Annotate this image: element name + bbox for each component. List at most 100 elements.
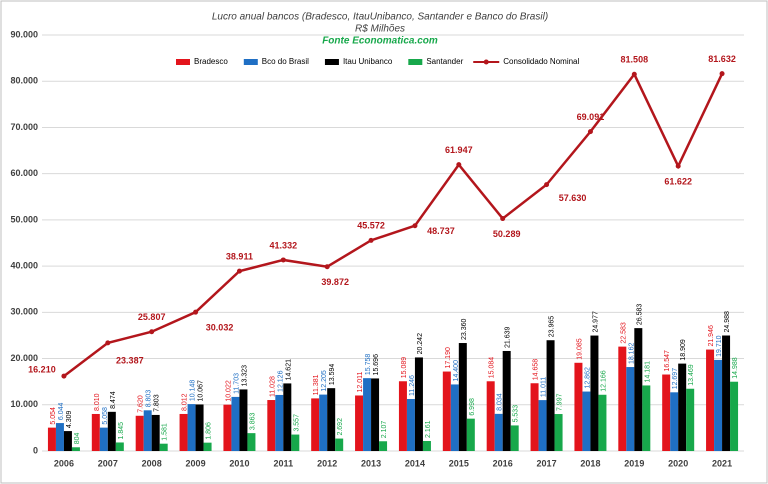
x-tick-label: 2016 [493,458,513,468]
x-tick-label: 2019 [624,458,644,468]
line-marker [368,237,374,243]
bar [618,346,627,451]
bar [143,410,152,451]
line-value-label: 81.632 [708,54,736,64]
bar [231,396,240,451]
bar-value-label: 14.658 [533,359,540,381]
line-value-label: 16.210 [28,364,56,374]
bar [327,388,336,451]
bar [422,441,431,451]
line [63,71,724,378]
bar-value-label: 13.323 [241,365,248,387]
bar-value-label: 14.621 [285,359,292,381]
bar-value-label: 8.474 [110,391,117,409]
x-tick-label: 2010 [229,458,249,468]
legend-label: Bco do Brasil [262,57,309,66]
bar [179,413,188,451]
y-tick-label: 90.000 [10,29,38,39]
x-tick-label: 2014 [405,458,425,468]
bar [730,381,739,451]
y-tick-label: 20.000 [10,353,38,363]
bar-value-label: 14.181 [644,361,651,383]
bar-value-label: 23.360 [461,319,468,341]
bar-value-label: 8.803 [146,390,153,408]
line-marker [456,162,462,168]
line-marker [631,71,637,77]
bar-value-label: 26.583 [636,304,643,326]
legend-swatch [176,59,190,65]
bar [71,447,80,451]
bar [239,389,248,451]
y-tick-label: 40.000 [10,260,38,270]
bar-value-label: 15.758 [365,354,372,376]
bar-value-label: 15.084 [489,357,496,379]
bar-value-label: 1.806 [206,422,213,440]
bar-value-label: 2.107 [381,421,388,439]
bar [223,404,232,451]
source-note: Fonte Economatica.com [322,36,438,47]
line-marker [280,257,286,263]
bar-value-label: 11.381 [313,374,320,395]
x-tick-label: 2015 [449,458,469,468]
legend-swatch [324,59,339,65]
line-value-label: 81.508 [621,55,649,65]
bar [670,392,679,451]
y-tick-label: 10.000 [10,399,38,409]
legend-label: Santander [426,57,463,66]
bar-value-label: 8.010 [94,393,101,411]
chart-title: Lucro anual bancos (Bradesco, ItauUniban… [212,12,548,23]
bar-value-label: 10.148 [190,380,197,402]
bar-value-label: 23.965 [549,316,556,338]
bar-value-label: 8.034 [497,393,504,411]
line-value-label: 38.911 [226,252,253,262]
y-tick-label: 30.000 [10,307,38,317]
bar [626,367,635,451]
bar [203,442,212,451]
y-tick-label: 80.000 [10,76,38,86]
x-tick-label: 2020 [668,458,688,468]
bar [355,395,364,451]
bar-value-label: 10.022 [225,380,232,402]
x-tick-label: 2012 [317,458,337,468]
bar [466,418,475,451]
bar [486,381,495,451]
bar-value-label: 12.011 [357,371,364,392]
bar-value-label: 22.583 [620,322,627,344]
bar [99,427,108,451]
bar-value-label: 13.469 [688,364,695,386]
bar [582,391,591,451]
bar [546,340,555,451]
bar [371,378,380,451]
bar [398,381,407,451]
bar-value-label: 7.997 [557,393,564,411]
bar-value-label: 17.190 [445,347,452,369]
bar [494,413,503,451]
bar-value-label: 7.620 [138,395,145,413]
bar [714,359,723,451]
bar-value-label: 8.012 [182,393,189,411]
bar [414,357,423,451]
x-tick-label: 2013 [361,458,381,468]
line-value-label: 57.630 [559,193,587,203]
line-marker [149,329,155,335]
bar-value-label: 15.696 [373,354,380,376]
x-tick-label: 2009 [186,458,206,468]
line-value-label: 25.807 [138,312,166,322]
line-marker [324,264,330,270]
x-tick-label: 2008 [142,458,162,468]
bar-value-label: 2.692 [337,418,344,436]
x-tick-label: 2007 [98,458,118,468]
bar-value-label: 20.242 [417,333,424,355]
bar [115,442,124,451]
bar [187,404,196,451]
line-value-label: 45.572 [357,221,385,231]
bar-value-label: 3.863 [249,413,256,431]
bar-value-label: 11.703 [233,373,240,394]
bar [634,328,643,451]
bar-value-label: 15.089 [401,357,408,379]
bar-value-label: 5.054 [50,407,57,425]
bar-value-label: 14.988 [732,357,739,379]
bar-value-label: 10.067 [198,380,205,402]
